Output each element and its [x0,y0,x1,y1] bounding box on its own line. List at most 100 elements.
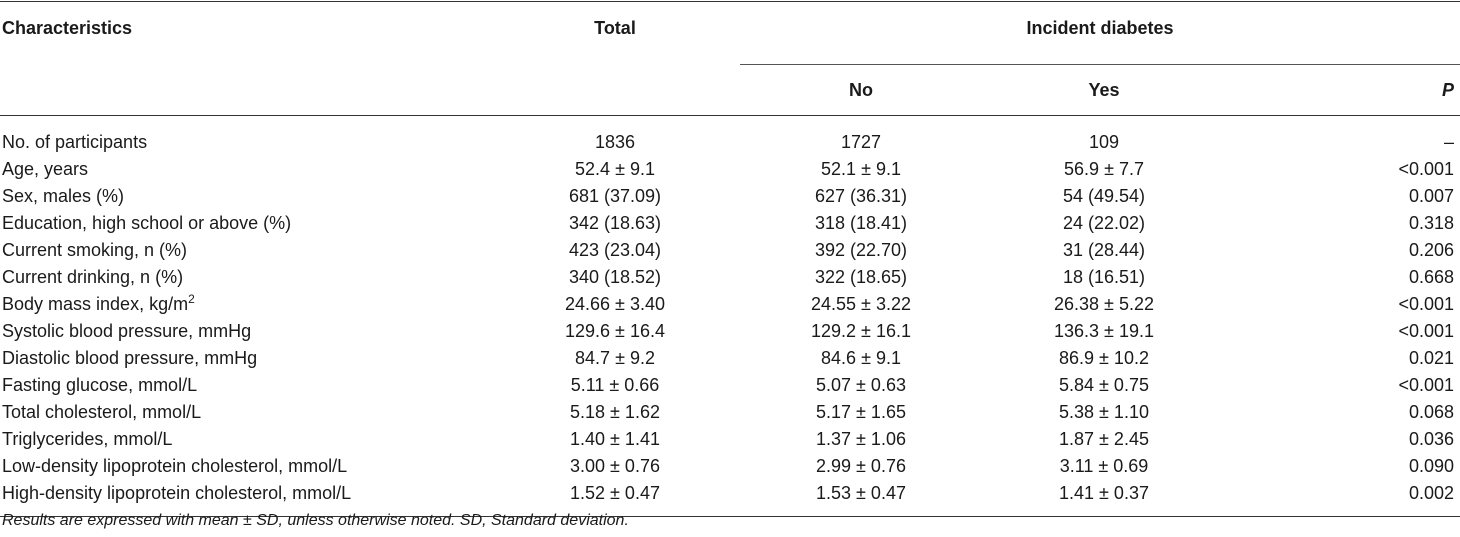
cell-no: 392 (22.70) [814,240,908,260]
cell-total: 129.6 ± 16.4 [565,321,665,341]
table-row: Systolic blood pressure, mmHg 129.6 ± 16.… [0,318,1460,345]
table-row: Triglycerides, mmol/L 1.40 ± 1.41 1.37 ± 1… [0,426,1460,453]
cell-no: 2.99 ± 0.76 [816,456,906,476]
table-row: Low-density lipoprotein cholesterol, mmo… [0,453,1460,480]
table-row: High-density lipoprotein cholesterol, mm… [0,480,1460,517]
cell-total: 84.7 ± 9.2 [575,348,655,368]
table-row: Body mass index, kg/m2 24.66 ± 3.40 24.55 … [0,291,1460,318]
table-header: Characteristics Total Incident diabetes … [0,1,1460,116]
cell-yes: 1.87 ± 2.45 [1059,429,1149,449]
cell-yes: 109 [1088,132,1120,152]
cell-yes: 1.41 ± 0.37 [982,480,1226,517]
cell-total: 5.18 ± 1.62 [570,402,660,422]
cell-p: 0.206 [1408,240,1454,260]
row-label: Current smoking, n (%) [0,237,490,264]
cell-no: 5.07 ± 0.63 [816,375,906,395]
row-label: Fasting glucose, mmol/L [0,372,490,399]
table-row: Education, high school or above (%) 342 (… [0,210,1460,237]
row-label-text: Current drinking, n (%) [2,267,184,287]
table-row: Fasting glucose, mmol/L 5.11 ± 0.66 5.07 ±… [0,372,1460,399]
cell-yes: 54 (49.54) [1062,186,1146,206]
table-row: Age, years 52.4 ± 9.1 52.1 ± 9.1 56.9 ± 7.7… [0,156,1460,183]
cell-yes: 18 (16.51) [1062,267,1146,287]
cell-no: 5.17 ± 1.65 [816,402,906,422]
cell-yes: 5.84 ± 0.75 [1059,375,1149,395]
characteristics-table: Characteristics Total Incident diabetes … [0,1,1460,517]
cell-no: 129.2 ± 16.1 [811,321,911,341]
cell-p: 0.002 [1226,480,1460,517]
cell-no: 322 (18.65) [814,267,908,287]
cell-p: 0.021 [1408,348,1454,368]
row-label-text: Low-density lipoprotein cholesterol, mmo… [2,456,348,476]
cell-total: 3.00 ± 0.76 [570,456,660,476]
table-row: Diastolic blood pressure, mmHg 84.7 ± 9.2… [0,345,1460,372]
cell-total: 24.66 ± 3.40 [565,294,665,314]
row-label-text: Triglycerides, mmol/L [2,429,173,449]
cell-yes: 31 (28.44) [1062,240,1146,260]
cell-yes: 24 (22.02) [1062,213,1146,233]
header-total: Total [490,1,740,65]
row-label: High-density lipoprotein cholesterol, mm… [0,480,490,517]
row-label: No. of participants [0,116,490,157]
cell-yes: 86.9 ± 10.2 [1059,348,1149,368]
table-row: Current smoking, n (%) 423 (23.04) 392 (22… [0,237,1460,264]
row-label: Total cholesterol, mmol/L [0,399,490,426]
cell-no: 627 (36.31) [814,186,908,206]
cell-total: 1.52 ± 0.47 [490,480,740,517]
row-label: Current drinking, n (%) [0,264,490,291]
header-no: No [740,64,982,116]
cell-p: 0.068 [1408,402,1454,422]
row-label: Body mass index, kg/m2 [0,291,490,318]
row-label-text: Education, high school or above (%) [2,213,292,233]
cell-p: <0.001 [1398,294,1454,314]
cell-yes: 26.38 ± 5.22 [1054,294,1154,314]
header-characteristics: Characteristics [0,1,490,65]
header-blank-1 [0,64,490,116]
row-label: Age, years [0,156,490,183]
cell-no: 24.55 ± 3.22 [811,294,911,314]
cell-p: 0.090 [1408,456,1454,476]
row-label-text: Diastolic blood pressure, mmHg [2,348,258,368]
cell-p: 0.036 [1408,429,1454,449]
row-label-text: Body mass index, kg/m [2,294,189,314]
cell-total: 342 (18.63) [568,213,662,233]
cell-total: 1.40 ± 1.41 [570,429,660,449]
cell-yes: 56.9 ± 7.7 [1064,159,1144,179]
table-row: Current drinking, n (%) 340 (18.52) 322 (1… [0,264,1460,291]
row-label: Education, high school or above (%) [0,210,490,237]
row-label-text: Systolic blood pressure, mmHg [2,321,252,341]
row-label: Low-density lipoprotein cholesterol, mmo… [0,453,490,480]
cell-p: 0.007 [1408,186,1454,206]
cell-total: 52.4 ± 9.1 [575,159,655,179]
table-row: Total cholesterol, mmol/L 5.18 ± 1.62 5.17… [0,399,1460,426]
header-blank-2 [490,64,740,116]
row-label: Diastolic blood pressure, mmHg [0,345,490,372]
header-p: P [1226,64,1460,116]
row-label: Triglycerides, mmol/L [0,426,490,453]
table-row: Sex, males (%) 681 (37.09) 627 (36.31) 54 (… [0,183,1460,210]
cell-p: 0.318 [1408,213,1454,233]
cell-p: – [1443,132,1454,152]
cell-yes: 3.11 ± 0.69 [1059,456,1149,476]
row-label-text: Sex, males (%) [2,186,125,206]
row-label-text: High-density lipoprotein cholesterol, mm… [2,483,352,503]
cell-total: 1836 [594,132,636,152]
table-footnote: Results are expressed with mean ± SD, un… [2,512,629,529]
row-label-superscript: 2 [188,292,195,306]
cell-yes: 5.38 ± 1.10 [1059,402,1149,422]
cell-no: 52.1 ± 9.1 [821,159,901,179]
row-label-text: Total cholesterol, mmol/L [2,402,202,422]
cell-yes: 136.3 ± 19.1 [1054,321,1154,341]
cell-p: <0.001 [1398,375,1454,395]
cell-no: 318 (18.41) [814,213,908,233]
cell-p: <0.001 [1398,159,1454,179]
row-label-text: Fasting glucose, mmol/L [2,375,198,395]
row-label-text: No. of participants [2,132,148,152]
row-label: Systolic blood pressure, mmHg [0,318,490,345]
cell-p: <0.001 [1398,321,1454,341]
cell-total: 340 (18.52) [568,267,662,287]
row-label-text: Current smoking, n (%) [2,240,188,260]
cell-total: 5.11 ± 0.66 [570,375,660,395]
row-label-text: Age, years [2,159,89,179]
